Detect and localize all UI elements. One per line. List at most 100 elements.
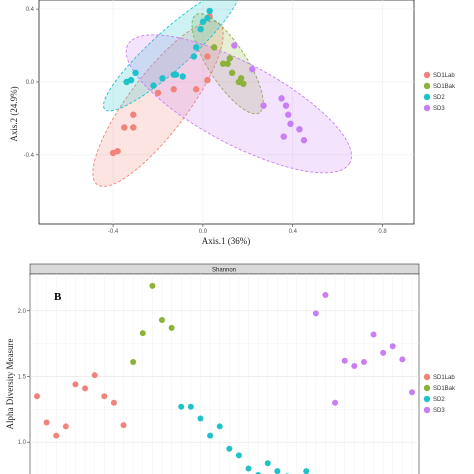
legend-b: SD1Lab SD1Bak SD2 SD3 [423,373,456,414]
pcoa-panel: -0.4 0.0 0.4 0.8 0.4 0.0 -0.4 Axis.1 (36%) Axi… [9,0,456,246]
point-sd1bak [228,69,236,77]
alpha-panel: Shannon 2.0 1.5 1.0 B Alpha Diversity Meas… [5,263,456,474]
legend-key-sd3 [423,104,431,112]
y-tick-label: 2.0 [18,309,27,315]
point-sd3 [389,343,396,350]
point-sd3 [282,102,290,109]
legend-label-sd3: SD3 [433,106,445,112]
pcoa-points [109,7,308,157]
point-sd1lab [170,86,177,93]
point-sd3 [285,111,292,118]
legend-key-sd2 [423,93,431,101]
point-sd2 [172,71,180,78]
legend-key-sd1bak [423,82,431,90]
point-sd3 [280,133,287,140]
point-sd1bak [168,324,175,331]
x-tick-label: 0.4 [289,229,298,235]
point-sd3 [312,310,319,317]
x-tick-label: 0.0 [199,229,208,235]
point-sd3 [409,389,415,396]
legend-label-sd2: SD2 [433,95,445,101]
point-sd1lab [120,422,127,429]
point-sd1lab [204,53,211,60]
point-sd2 [274,468,281,474]
y-tick-label: 1.5 [18,375,27,381]
point-sd2 [199,18,207,26]
point-sd3 [249,66,256,73]
point-sd1lab [43,419,50,426]
alpha-grid [30,274,419,474]
point-sd1lab [192,86,200,93]
point-sd3 [296,126,303,133]
x-tick-label: 0.8 [378,229,387,235]
point-sd2 [132,69,139,77]
point-sd2 [159,75,166,82]
y-tick-label: 0.0 [26,80,35,86]
legend-key-sd2 [423,395,431,403]
point-sd2 [187,403,194,410]
point-sd1lab [154,89,162,97]
point-sd2 [216,423,223,430]
legend-label-sd1bak: SD1Bak [433,386,456,392]
legend-label-sd1lab: SD1Lab [433,375,455,381]
point-sd2 [150,82,157,89]
legend-key-sd1bak [423,384,431,392]
point-sd1lab [91,372,98,379]
point-sd3 [360,359,367,366]
point-sd1lab [204,76,211,84]
point-sd3 [370,331,377,338]
point-sd1bak [226,55,234,62]
point-sd2 [226,445,233,452]
y-tick-label: -0.4 [24,153,35,159]
point-sd3 [351,362,358,369]
alpha-plot-area [29,273,420,474]
point-sd1bak [219,60,227,67]
legend-key-sd3 [423,406,431,414]
legend-key-sd1lab [423,373,431,381]
point-sd1lab [62,423,69,430]
point-sd2 [192,44,200,51]
pcoa-ticks: -0.4 0.0 0.4 0.8 0.4 0.0 -0.4 [24,7,388,235]
y-tick-label: 1.0 [18,440,27,446]
point-sd3 [260,102,267,109]
point-sd2 [264,460,271,467]
point-sd1bak [237,75,245,82]
point-sd2 [245,465,252,472]
point-sd3 [322,292,329,299]
point-sd1bak [240,80,247,87]
point-sd2 [204,15,211,22]
point-sd2 [303,468,310,474]
y-tick-label: 0.4 [26,7,35,13]
y-axis-label: Axis.2 (24.9%) [9,86,19,141]
point-sd1lab [72,381,79,388]
point-sd1lab [130,124,137,131]
point-sd3 [278,95,285,102]
point-sd1lab [110,399,117,406]
point-sd1bak [130,359,137,366]
point-sd2 [197,415,204,422]
point-sd1lab [53,432,60,439]
point-sd1lab [114,147,121,155]
point-sd1bak [159,316,165,323]
point-sd2 [127,76,135,84]
point-sd3 [231,42,238,49]
point-sd1lab [101,393,108,400]
point-sd2 [179,73,186,80]
point-sd3 [399,356,406,363]
point-sd2 [207,432,214,439]
point-sd1lab [130,111,137,118]
point-sd1bak [210,44,218,51]
point-sd1bak [139,330,146,337]
legend-label-sd1lab: SD1Lab [433,73,455,79]
legend-label-sd2: SD2 [433,397,445,403]
pcoa-grid [39,0,414,224]
point-sd2 [206,7,213,15]
point-sd3 [287,120,294,128]
alpha-y-axis-label: Alpha Diversity Measure [5,339,15,430]
point-sd3 [300,137,308,144]
point-sd1bak [224,60,231,67]
legend-label-sd1bak: SD1Bak [433,84,456,90]
legend-label-sd3: SD3 [433,408,445,414]
x-axis-label: Axis.1 (36%) [202,236,251,246]
point-sd3 [332,399,339,406]
